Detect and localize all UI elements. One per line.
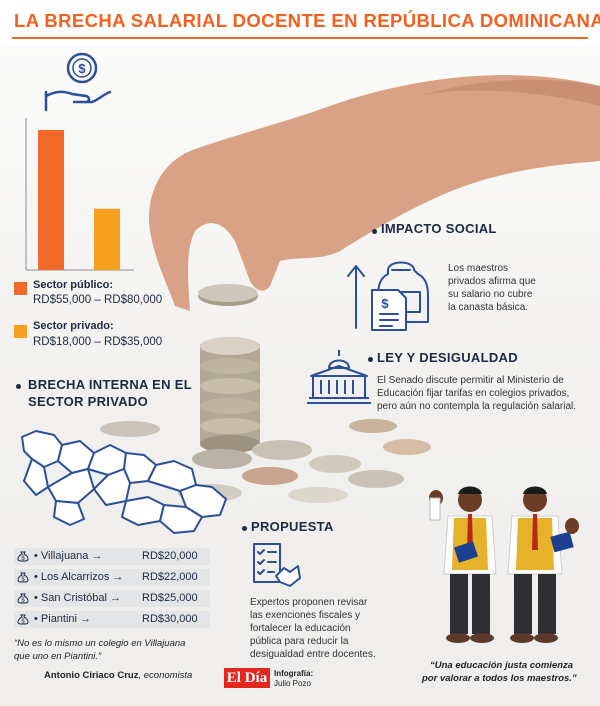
bullet-icon [242,526,247,531]
legend-label-public: Sector público: [33,279,114,291]
page-title: LA BRECHA SALARIAL DOCENTE EN REPÚBLICA … [14,10,600,31]
invoice-icon [371,289,407,331]
salary-row: $ • Los Alcarrizos → RD$22,000 [14,569,210,586]
legend-range-public: RD$55,000 – RD$80,000 [33,294,163,306]
chart-bars [38,130,120,270]
teachers-illustration [429,486,579,643]
quote-author: Antonio Ciriaco Cruz [44,670,139,681]
svg-text:$: $ [21,598,25,604]
propuesta-text-4: pública para reducir la [250,636,349,647]
legend-swatch-private [14,325,27,338]
coin [349,419,397,433]
stack-ring [200,358,260,374]
bullet-icon [16,384,21,389]
teacher-left [429,486,497,643]
ley-heading: LEY Y DESIGUALDAD [377,350,518,365]
hand-and-coins-illustration [100,75,600,503]
legend-range-private: RD$18,000 – RD$35,000 [33,336,163,348]
quote-left-attribution: Antonio Ciriaco Cruz, economista [44,670,192,681]
row-salary: RD$20,000 [142,550,198,562]
row-location: • San Cristóbal → [34,592,121,604]
brecha-heading-line1: BRECHA INTERNA EN EL [28,377,192,392]
propuesta-text-1: Expertos proponen revisar [250,597,368,608]
backpack-invoice-icon: $ [347,261,429,331]
row-salary: RD$22,000 [142,571,198,583]
salary-row: $ • Villajuana → RD$20,000 [14,548,210,565]
propuesta-text-3: fortalecer la educación [250,623,351,634]
propuesta-text-2: las exenciones fiscales y [250,610,361,621]
quote-right-line2: por valorar a todos los maestros.” [422,673,577,684]
impacto-text-4: la canasta básica. [448,302,529,313]
money-bag-icon: $ [17,551,29,562]
stack-ring [200,398,260,414]
teacher-right [507,486,579,643]
backpack-icon [377,261,429,323]
credit-author: Julio Pozo [274,679,311,688]
checklist-handshake-icon [253,543,301,587]
ley-text-2: Educación fijar tarifas en colegios priv… [377,388,570,399]
government-building-icon [307,350,371,404]
svg-text:$: $ [381,296,389,311]
coin [309,455,361,473]
header: LA BRECHA SALARIAL DOCENTE EN REPÚBLICA … [0,0,600,46]
legend-label-private: Sector privado: [33,320,114,332]
stack-ring [200,418,260,434]
stack-ring [200,378,260,394]
brecha-heading-line2: SECTOR PRIVADO [28,394,149,409]
coin-stack [200,337,260,453]
coin [242,467,298,485]
money-hand-icon: $ [44,52,112,112]
stack-base [200,435,260,453]
arrow-up-icon [347,265,365,329]
money-bag-icon: $ [17,593,29,604]
quote-left-line2: que uno en Piantini.” [14,651,102,662]
salary-row: $ • San Cristóbal → RD$25,000 [14,590,210,607]
svg-text:$: $ [21,556,25,562]
coin [252,440,312,460]
ley-text-3: pero aún no contempla la regulación sala… [377,401,577,412]
arm-shade [420,79,600,106]
impacto-text-2: privados afirma que [448,276,536,287]
impacto-text-1: Los maestros [448,263,509,274]
legend-swatch-public [14,282,27,295]
coin [192,449,252,469]
bullet-icon [368,357,373,362]
row-location: • Villajuana → [34,550,103,562]
row-salary: RD$30,000 [142,613,198,625]
money-bag-icon: $ [17,614,29,625]
quote-author-role: , economista [138,670,193,681]
bar-private [94,208,120,270]
coin [288,487,348,503]
impacto-text-3: su salario no cubre [448,289,533,300]
ley-text-1: El Senado discute permitir al Ministerio… [377,375,564,386]
bar-public [38,130,64,270]
credit-label: Infografía: [274,669,314,678]
stack-top [200,337,260,355]
coin [348,470,404,488]
held-coin-face [198,284,258,302]
row-location: • Los Alcarrizos → [34,571,124,583]
coin [383,439,431,455]
money-bag-icon: $ [17,572,29,583]
propuesta-heading: PROPUESTA [251,519,334,534]
bullet-icon [372,229,377,234]
dominican-republic-map [21,430,227,534]
salary-bar-chart [25,118,134,271]
row-salary: RD$25,000 [142,592,198,604]
scattered-coins [100,419,431,503]
quote-right-line1: “Una educación justa comienza [430,660,574,671]
quote-left-line1: “No es lo mismo un colegio en Villajuana [14,638,186,649]
svg-text:$: $ [21,577,25,583]
propuesta-text-5: desigualdad entre docentes. [250,649,376,660]
el-dia-logo: El Día [224,668,270,688]
row-location: • Piantini → [34,613,92,625]
svg-text:$: $ [21,619,25,625]
title-underline [12,37,588,39]
impacto-heading: IMPACTO SOCIAL [381,221,497,236]
coin [100,421,160,437]
svg-text:$: $ [78,61,86,76]
hand [149,75,600,311]
salary-row: $ • Piantini → RD$30,000 [14,611,210,628]
